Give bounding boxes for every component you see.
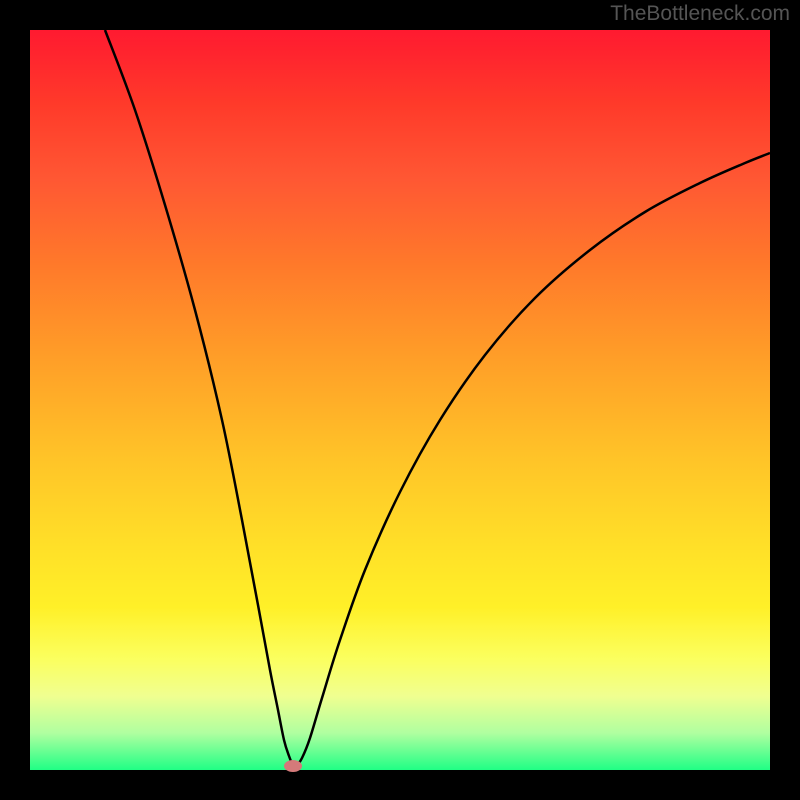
bottleneck-curve — [105, 30, 770, 766]
optimum-marker — [284, 760, 302, 772]
curve-svg — [0, 0, 800, 800]
chart-container: TheBottleneck.com — [0, 0, 800, 800]
watermark-text: TheBottleneck.com — [610, 2, 790, 26]
